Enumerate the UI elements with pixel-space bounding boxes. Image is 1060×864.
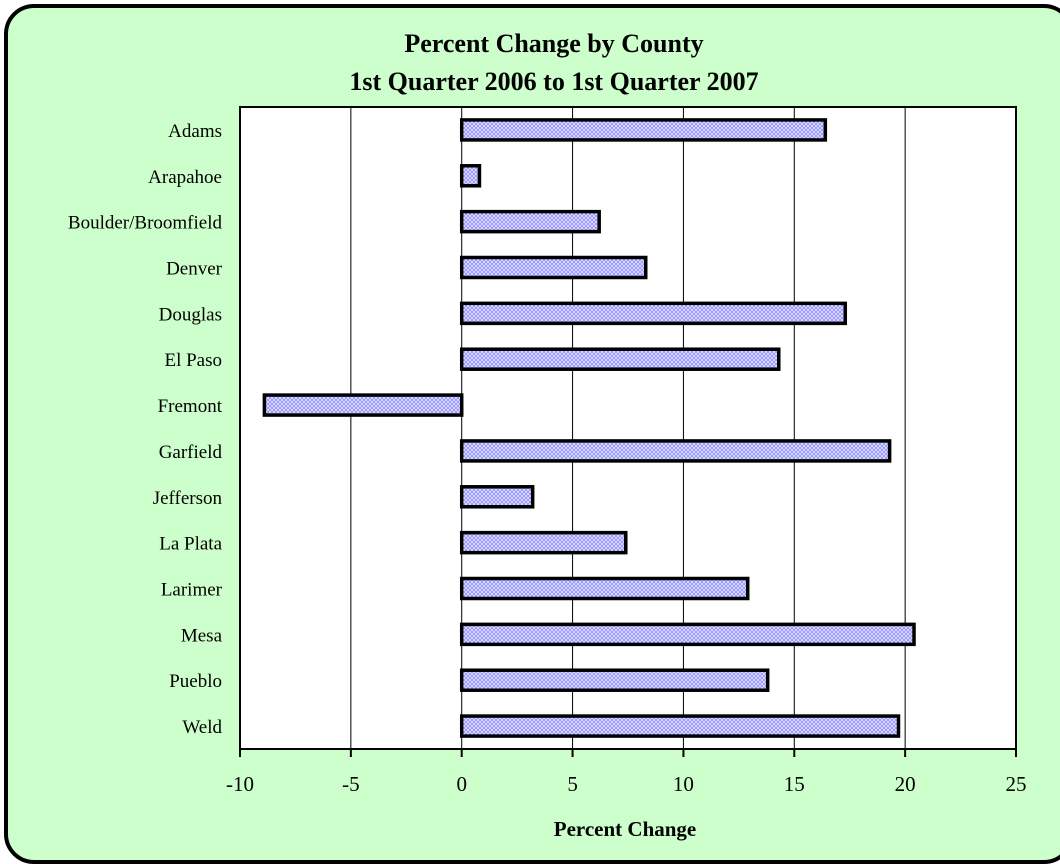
category-label: Fremont <box>158 396 223 417</box>
bar-boulder-broomfield <box>459 209 601 234</box>
bar-pueblo <box>459 668 770 692</box>
bar-fremont <box>262 393 464 417</box>
category-label: Boulder/Broomfield <box>68 213 223 234</box>
bar-weld <box>459 714 901 738</box>
bar-douglas <box>459 301 848 326</box>
x-tick-label: 20 <box>895 772 916 796</box>
x-axis-title: Percent Change <box>554 817 697 841</box>
chart-frame: Percent Change by County 1st Quarter 200… <box>4 4 1060 864</box>
x-tick-label: 25 <box>1006 772 1027 796</box>
x-tick-label: 10 <box>673 772 694 796</box>
category-label: Denver <box>166 259 223 280</box>
x-tick-label: 0 <box>456 772 467 796</box>
category-label: Adams <box>168 121 222 142</box>
bar-adams <box>459 118 828 142</box>
x-tick-label: 5 <box>567 772 578 796</box>
bars <box>262 118 916 738</box>
category-label: Douglas <box>159 304 222 325</box>
chart-title: Percent Change by County <box>404 29 703 58</box>
chart-subtitle: 1st Quarter 2006 to 1st Quarter 2007 <box>349 67 758 96</box>
category-label: La Plata <box>159 534 222 555</box>
category-label: Weld <box>182 717 222 738</box>
category-label: Pueblo <box>169 671 222 692</box>
category-label: Larimer <box>161 580 223 601</box>
category-label: Garfield <box>159 442 223 463</box>
category-labels: Adams Arapahoe Boulder/Broomfield Denver Dou… <box>68 121 223 738</box>
category-label: Arapahoe <box>148 167 222 188</box>
bar-jefferson <box>459 485 535 509</box>
category-label: Mesa <box>181 625 223 646</box>
bar-garfield <box>459 439 892 463</box>
bar-el-paso <box>459 347 781 371</box>
plot-area <box>239 106 1017 750</box>
bar-arapahoe <box>459 164 482 188</box>
x-tick-label: 15 <box>784 772 805 796</box>
chart-svg: Percent Change by County 1st Quarter 200… <box>68 29 1027 841</box>
x-tick-labels: -10 -5 0 5 10 15 20 25 <box>226 749 1027 796</box>
x-tick-label: -5 <box>342 772 360 796</box>
category-label: Jefferson <box>153 488 223 509</box>
bar-larimer <box>459 576 750 601</box>
bar-denver <box>459 255 648 280</box>
bar-mesa <box>459 622 916 647</box>
bar-la-plata <box>459 530 628 555</box>
category-label: El Paso <box>164 350 222 371</box>
x-tick-label: -10 <box>226 772 254 796</box>
